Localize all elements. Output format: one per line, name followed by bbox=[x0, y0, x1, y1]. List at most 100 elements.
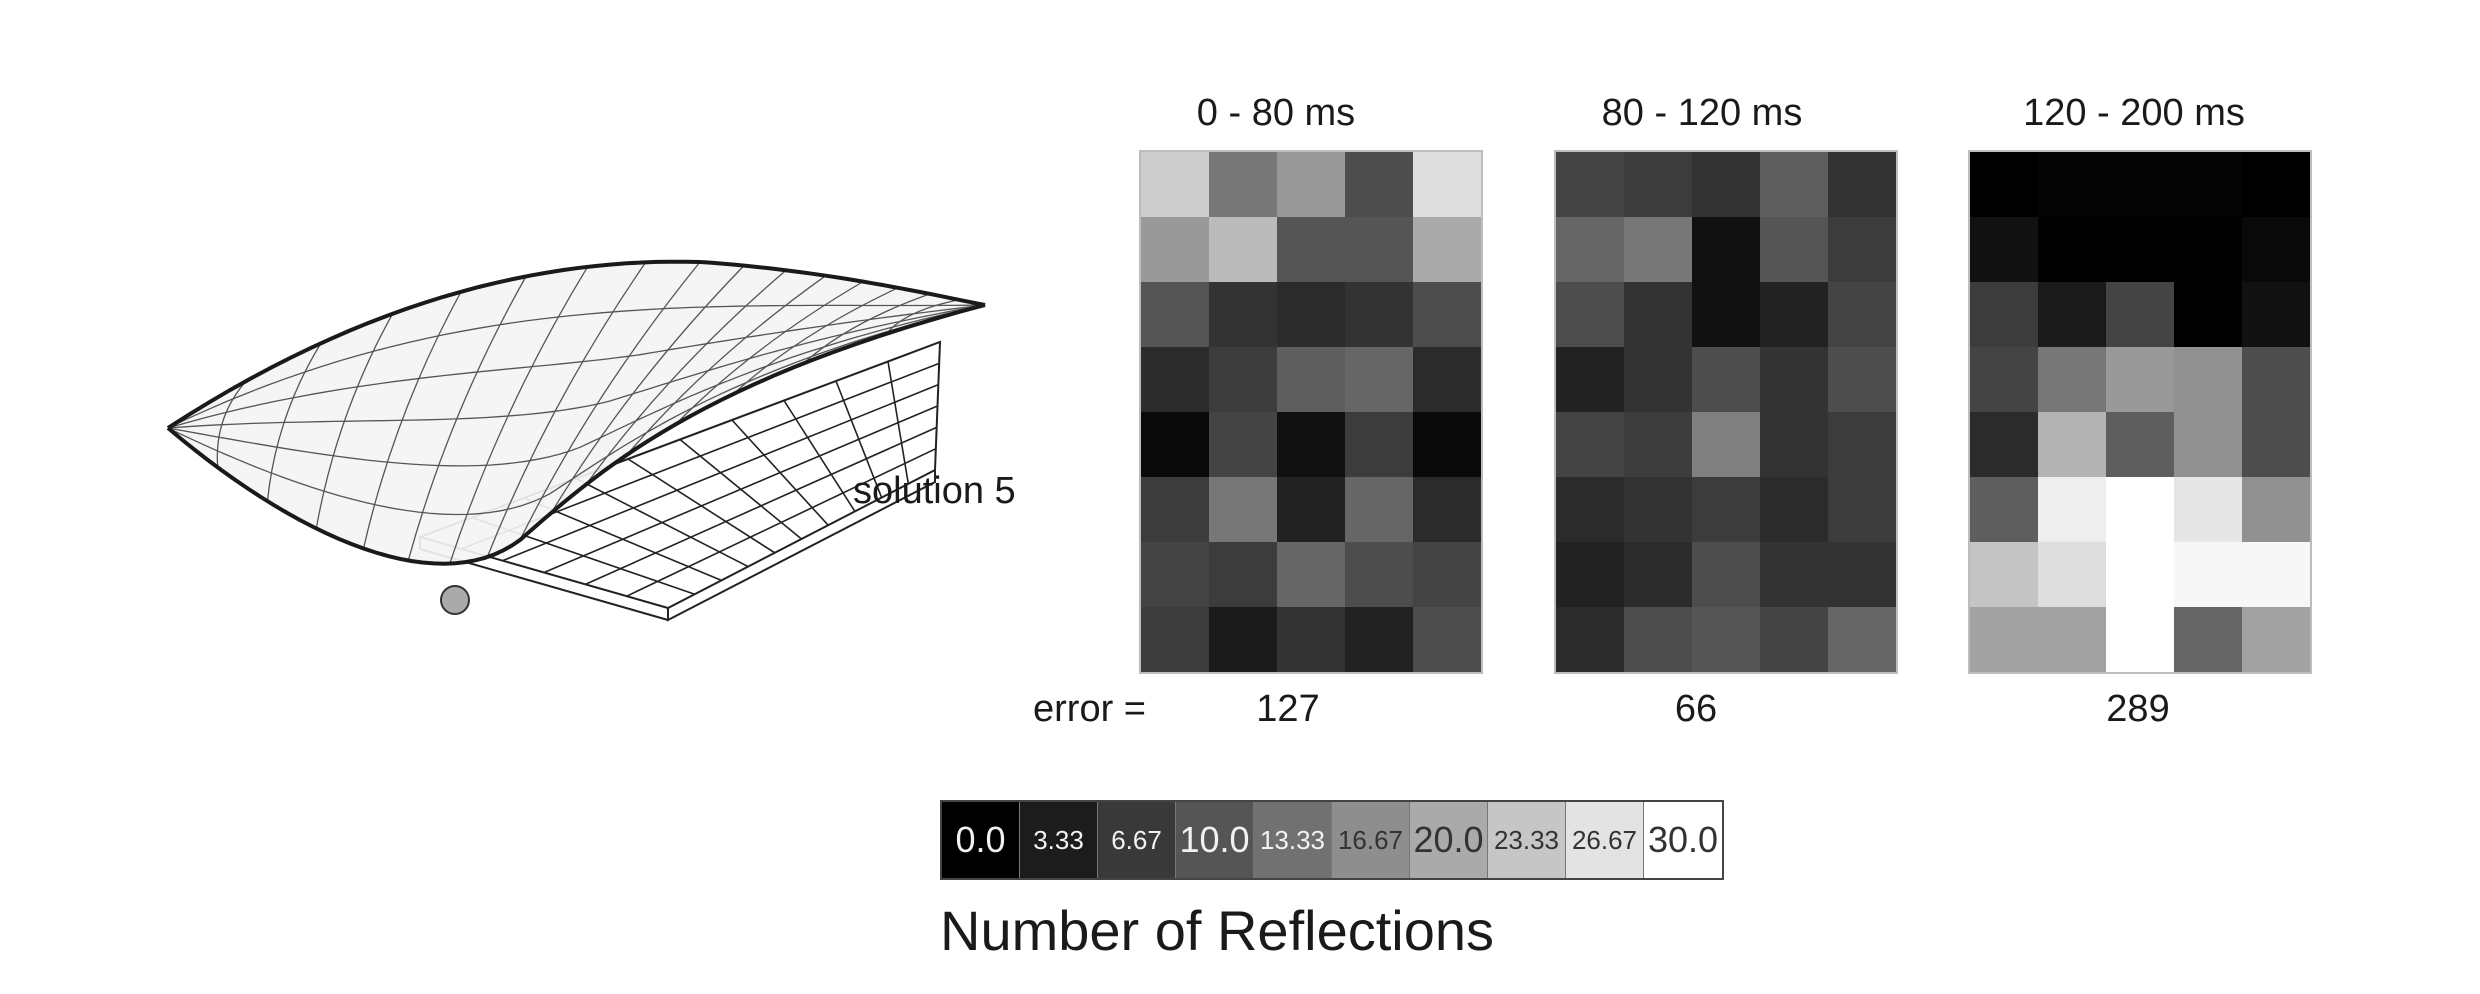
grid-cell bbox=[1624, 152, 1692, 217]
error-value-3: 289 bbox=[2106, 688, 2170, 730]
grid-cell bbox=[2038, 217, 2106, 282]
grid-cell bbox=[2242, 282, 2310, 347]
grid-cell bbox=[2242, 347, 2310, 412]
grid-cell bbox=[1141, 607, 1209, 672]
legend-swatch: 20.0 bbox=[1410, 802, 1488, 878]
grid-cell bbox=[1624, 542, 1692, 607]
grid-cell bbox=[2106, 152, 2174, 217]
grid-cell bbox=[1345, 217, 1413, 282]
grid-cell bbox=[1624, 347, 1692, 412]
grid-cell bbox=[2174, 412, 2242, 477]
grid-cell bbox=[1692, 542, 1760, 607]
grid-cell bbox=[1828, 282, 1896, 347]
grid-cell bbox=[2038, 152, 2106, 217]
grid-cell bbox=[1970, 412, 2038, 477]
reflection-grid-1 bbox=[1139, 150, 1483, 674]
grid-cell bbox=[1345, 152, 1413, 217]
grid-cell bbox=[1970, 477, 2038, 542]
grid-cell bbox=[1760, 607, 1828, 672]
grid-cell bbox=[2106, 477, 2174, 542]
error-value-1: 127 bbox=[1256, 688, 1320, 730]
grid-cell bbox=[1624, 282, 1692, 347]
grid-cell bbox=[2174, 152, 2242, 217]
grid-cell bbox=[1413, 347, 1481, 412]
grid-cell bbox=[2174, 347, 2242, 412]
solution-label: solution 5 bbox=[853, 470, 1016, 512]
grid-cell bbox=[2038, 477, 2106, 542]
grid-cell bbox=[2242, 217, 2310, 282]
grid-cell bbox=[2106, 607, 2174, 672]
grid-cell bbox=[1624, 477, 1692, 542]
grid-cell bbox=[1556, 607, 1624, 672]
grid-cell bbox=[2106, 542, 2174, 607]
surface-mesh bbox=[166, 259, 986, 566]
grid-cell bbox=[1760, 347, 1828, 412]
grid-cell bbox=[1277, 217, 1345, 282]
grid-cell bbox=[1970, 282, 2038, 347]
grid-cell bbox=[1556, 542, 1624, 607]
legend-swatch: 16.67 bbox=[1332, 802, 1410, 878]
grid-cell bbox=[1277, 607, 1345, 672]
grid-cell bbox=[2174, 477, 2242, 542]
grid-cell bbox=[1970, 542, 2038, 607]
grid-cell bbox=[1413, 152, 1481, 217]
grid-cell bbox=[2174, 282, 2242, 347]
grid-cell bbox=[2174, 217, 2242, 282]
grid-cell bbox=[1345, 282, 1413, 347]
grid-cell bbox=[1692, 477, 1760, 542]
grid-cell bbox=[1413, 412, 1481, 477]
grid-cell bbox=[1624, 607, 1692, 672]
grid-cell bbox=[1692, 152, 1760, 217]
grid-cell bbox=[1760, 477, 1828, 542]
grid-cell bbox=[1413, 542, 1481, 607]
grid-cell bbox=[1345, 542, 1413, 607]
grid-cell bbox=[2106, 347, 2174, 412]
reflection-grid-3 bbox=[1968, 150, 2312, 674]
grid-cell bbox=[2106, 412, 2174, 477]
grid-cell bbox=[1413, 477, 1481, 542]
grid-cell bbox=[2174, 542, 2242, 607]
grid-cell bbox=[2242, 477, 2310, 542]
grid-cell bbox=[1692, 412, 1760, 477]
legend-swatch: 13.33 bbox=[1254, 802, 1332, 878]
grid-cell bbox=[1760, 217, 1828, 282]
grid-cell bbox=[2242, 607, 2310, 672]
grid-cell bbox=[1970, 217, 2038, 282]
grid-cell bbox=[1141, 412, 1209, 477]
grid-cell bbox=[1345, 607, 1413, 672]
grid-cell bbox=[2242, 152, 2310, 217]
grid-cell bbox=[1141, 347, 1209, 412]
grid-cell bbox=[1413, 607, 1481, 672]
legend-swatch: 10.0 bbox=[1176, 802, 1254, 878]
grid-cell bbox=[1692, 217, 1760, 282]
grid-cell bbox=[1345, 412, 1413, 477]
error-value-2: 66 bbox=[1674, 688, 1718, 730]
grid-cell bbox=[1556, 152, 1624, 217]
legend-swatch: 26.67 bbox=[1566, 802, 1644, 878]
grid-cell bbox=[1345, 477, 1413, 542]
grid-cell bbox=[2242, 412, 2310, 477]
grid-cell bbox=[1760, 542, 1828, 607]
grid-cell bbox=[2038, 347, 2106, 412]
grid-cell bbox=[1624, 412, 1692, 477]
grid-cell bbox=[1277, 477, 1345, 542]
grid-cell bbox=[1277, 542, 1345, 607]
color-legend: 0.0 3.33 6.67 10.0 13.33 16.67 20.0 23.33 26.67 3… bbox=[940, 800, 1724, 880]
grid-cell bbox=[1970, 347, 2038, 412]
grid-cell bbox=[1760, 282, 1828, 347]
grid-cell bbox=[1209, 477, 1277, 542]
grid-cell bbox=[1556, 412, 1624, 477]
grid-cell bbox=[2174, 607, 2242, 672]
panel-title-2: 80 - 120 ms bbox=[1601, 92, 1803, 134]
legend-swatch: 0.0 bbox=[942, 802, 1020, 878]
grid-cell bbox=[1692, 607, 1760, 672]
grid-cell bbox=[2038, 412, 2106, 477]
grid-cell bbox=[1209, 412, 1277, 477]
grid-cell bbox=[1828, 542, 1896, 607]
legend-swatch: 6.67 bbox=[1098, 802, 1176, 878]
grid-cell bbox=[1277, 152, 1345, 217]
grid-cell bbox=[1209, 347, 1277, 412]
grid-cell bbox=[1760, 152, 1828, 217]
grid-cell bbox=[1970, 607, 2038, 672]
